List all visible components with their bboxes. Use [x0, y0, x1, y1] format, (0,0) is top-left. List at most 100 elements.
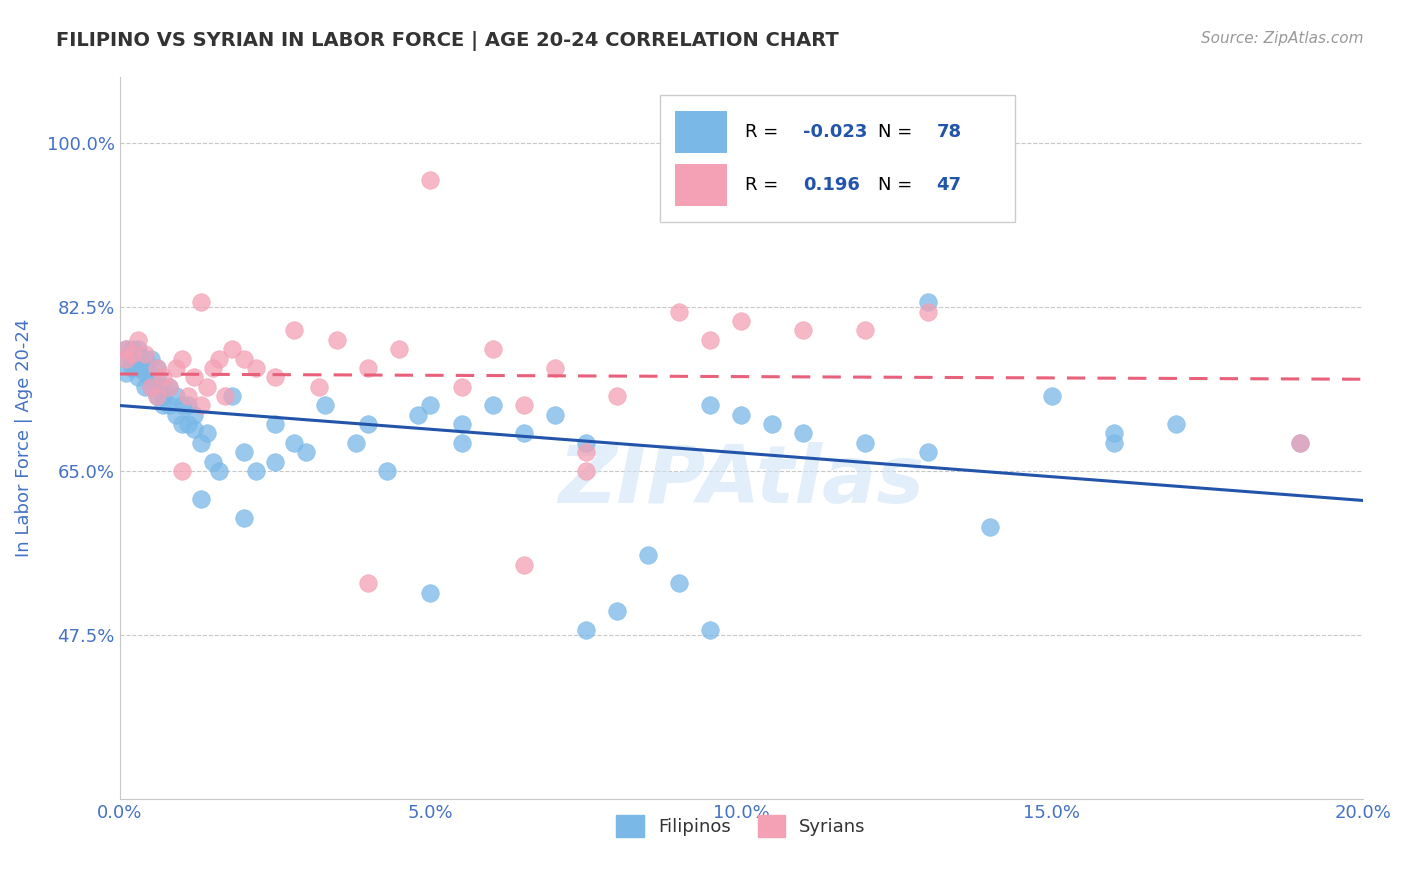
- Point: [115, 351, 138, 366]
- Point: [699, 333, 721, 347]
- Point: [146, 360, 169, 375]
- Point: [1289, 435, 1312, 450]
- Point: [406, 408, 429, 422]
- Point: [159, 398, 181, 412]
- Point: [308, 379, 330, 393]
- Point: [264, 454, 287, 468]
- Point: [637, 548, 659, 562]
- Point: [134, 379, 156, 393]
- Point: [357, 360, 380, 375]
- Point: [208, 351, 231, 366]
- Point: [195, 426, 218, 441]
- Point: [146, 370, 169, 384]
- Point: [201, 360, 224, 375]
- Point: [208, 464, 231, 478]
- Text: 47: 47: [936, 176, 962, 194]
- Point: [283, 323, 305, 337]
- Point: [855, 435, 877, 450]
- Point: [190, 398, 212, 412]
- Point: [606, 604, 628, 618]
- Point: [127, 342, 149, 356]
- Text: R =: R =: [745, 176, 785, 194]
- Point: [190, 491, 212, 506]
- Point: [917, 445, 939, 459]
- Point: [668, 304, 690, 318]
- Point: [792, 426, 814, 441]
- Point: [159, 379, 181, 393]
- Point: [295, 445, 318, 459]
- Point: [146, 389, 169, 403]
- Point: [388, 342, 411, 356]
- Point: [357, 417, 380, 431]
- Point: [201, 454, 224, 468]
- Text: R =: R =: [745, 123, 785, 141]
- Point: [170, 351, 193, 366]
- Point: [139, 379, 162, 393]
- Text: Source: ZipAtlas.com: Source: ZipAtlas.com: [1201, 31, 1364, 46]
- Point: [233, 351, 256, 366]
- Point: [450, 379, 472, 393]
- Text: 78: 78: [936, 123, 962, 141]
- Point: [127, 333, 149, 347]
- Point: [245, 464, 267, 478]
- Point: [419, 398, 441, 412]
- Point: [134, 360, 156, 375]
- Point: [357, 576, 380, 591]
- Text: N =: N =: [877, 123, 918, 141]
- Point: [855, 323, 877, 337]
- Point: [1289, 435, 1312, 450]
- Point: [1040, 389, 1063, 403]
- Point: [512, 558, 534, 572]
- Point: [575, 435, 598, 450]
- Point: [419, 173, 441, 187]
- Point: [134, 347, 156, 361]
- Point: [165, 408, 187, 422]
- Bar: [675, 164, 727, 206]
- Point: [177, 389, 200, 403]
- Text: ZIPAtlas: ZIPAtlas: [558, 442, 924, 520]
- Point: [544, 360, 567, 375]
- Point: [233, 510, 256, 524]
- Point: [575, 623, 598, 637]
- Point: [190, 295, 212, 310]
- Text: FILIPINO VS SYRIAN IN LABOR FORCE | AGE 20-24 CORRELATION CHART: FILIPINO VS SYRIAN IN LABOR FORCE | AGE …: [56, 31, 839, 51]
- Point: [127, 360, 149, 375]
- Point: [917, 304, 939, 318]
- Point: [375, 464, 398, 478]
- Bar: [675, 112, 727, 153]
- Point: [214, 389, 236, 403]
- Point: [170, 398, 193, 412]
- Point: [115, 351, 138, 366]
- Point: [575, 464, 598, 478]
- Point: [283, 435, 305, 450]
- Point: [170, 417, 193, 431]
- Point: [450, 435, 472, 450]
- FancyBboxPatch shape: [661, 95, 1015, 222]
- Point: [221, 389, 243, 403]
- Point: [606, 389, 628, 403]
- Point: [146, 389, 169, 403]
- Point: [121, 360, 143, 375]
- Text: -0.023: -0.023: [803, 123, 868, 141]
- Point: [979, 520, 1001, 534]
- Point: [699, 623, 721, 637]
- Point: [917, 295, 939, 310]
- Point: [121, 356, 143, 370]
- Point: [668, 576, 690, 591]
- Point: [152, 389, 174, 403]
- Point: [115, 366, 138, 380]
- Point: [183, 408, 205, 422]
- Point: [450, 417, 472, 431]
- Point: [152, 398, 174, 412]
- Point: [730, 408, 752, 422]
- Text: 0.196: 0.196: [803, 176, 860, 194]
- Point: [190, 435, 212, 450]
- Point: [177, 398, 200, 412]
- Point: [139, 370, 162, 384]
- Point: [792, 323, 814, 337]
- Text: N =: N =: [877, 176, 918, 194]
- Point: [146, 360, 169, 375]
- Point: [512, 426, 534, 441]
- Point: [730, 314, 752, 328]
- Point: [314, 398, 336, 412]
